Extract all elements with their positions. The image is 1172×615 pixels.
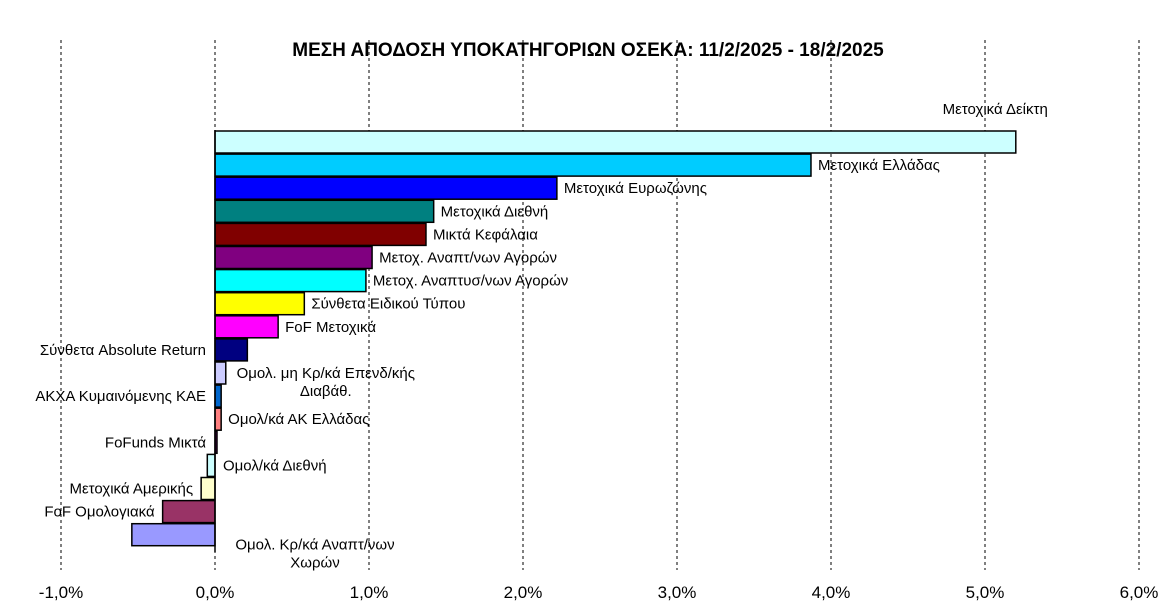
bar-label: Σύνθετα Absolute Return xyxy=(40,342,206,359)
bar xyxy=(214,384,222,408)
bar-label: Μικτά Κεφάλαια xyxy=(433,226,538,243)
bar-label-line: Σύνθετα Absolute Return xyxy=(40,342,206,359)
bar-label-line: Μετοχικά Ευρωζώνης xyxy=(564,180,707,197)
bar xyxy=(214,199,435,224)
bar-label: Μετοχικά Διεθνή xyxy=(441,203,549,220)
bar-label-line: Μετοχικά Δείκτη xyxy=(943,101,1048,118)
bar-label-line: Διαβάθ. xyxy=(300,383,352,400)
bar-label: Ομολ. Κρ/κά Αναπτ/νων Χωρών xyxy=(235,537,394,572)
bar xyxy=(214,130,1017,154)
x-tick-label: 1,0% xyxy=(350,583,389,602)
bar-label-line: Ομολ/κά Διεθνή xyxy=(223,457,327,474)
bar-label-line: Μετοχ. Αναπτ/νων Αγορών xyxy=(379,250,557,267)
bar-label: Σύνθετα Ειδικού Τύπου xyxy=(311,296,465,313)
bar-label: Μετοχ. Αναπτ/νων Αγορών xyxy=(379,250,557,267)
bar-label-line: Ομολ/κά ΑΚ Ελλάδας xyxy=(228,411,369,428)
bar-label-line: Μετοχικά Ελλάδας xyxy=(818,157,940,174)
bar-labels: Μετοχικά Δείκτη Μετοχικά Ελλάδας Μετοχικά … xyxy=(35,101,1047,572)
bar-label-line: Ομολ. μη Κρ/κά Επενδ/κής xyxy=(237,365,415,382)
bar-label-line: Ομολ. Κρ/κά Αναπτ/νων xyxy=(235,537,394,554)
bar-label-line: FoF Μετοχικά xyxy=(285,319,376,336)
bar-label: Μετοχικά Ελλάδας xyxy=(818,157,940,174)
bar-label: FoFunds Μικτά xyxy=(105,434,206,451)
bar-label-line: FoFunds Μικτά xyxy=(105,434,206,451)
bar xyxy=(214,315,279,339)
bar-label: Μετοχ. Αναπτυσ/νων Αγορών xyxy=(373,273,568,290)
bar-label: Ομολ/κά Διεθνή xyxy=(223,457,327,474)
bar xyxy=(131,522,216,547)
bar-label: FoF Ομολογιακά xyxy=(44,504,155,521)
bar-label: FoF Μετοχικά xyxy=(285,319,376,336)
bar-label-line: Χωρών xyxy=(290,555,339,572)
bar-label-line: Μετοχ. Αναπτυσ/νων Αγορών xyxy=(373,273,568,290)
bar-label: Μετοχικά Δείκτη xyxy=(943,101,1048,118)
x-tick-label: 6,0% xyxy=(1120,583,1159,602)
x-tick-label: -1,0% xyxy=(39,583,83,602)
bar xyxy=(161,499,216,524)
bar-label: Ομολ. μη Κρ/κά Επενδ/κής Διαβάθ. xyxy=(237,365,415,400)
x-tick-label: 2,0% xyxy=(504,583,543,602)
bar xyxy=(200,476,216,501)
x-tick-label: 4,0% xyxy=(812,583,851,602)
bar-label-line: Μετοχικά Αμερικής xyxy=(69,481,193,498)
bar-label: ΑΚΧΑ Κυμαινόμενης ΚΑΕ xyxy=(35,388,206,405)
x-tick-label: 3,0% xyxy=(658,583,697,602)
bar-label: Μετοχικά Αμερικής xyxy=(69,481,193,498)
bar xyxy=(206,453,216,478)
bar-label-line: ΑΚΧΑ Κυμαινόμενης ΚΑΕ xyxy=(35,388,206,405)
bar xyxy=(214,176,558,200)
bar xyxy=(214,153,812,177)
bars xyxy=(131,130,1017,547)
bar xyxy=(214,291,306,316)
bar-label-line: Μετοχικά Διεθνή xyxy=(441,203,549,220)
bar-label: Μετοχικά Ευρωζώνης xyxy=(564,180,707,197)
bar-label-line: Μικτά Κεφάλαια xyxy=(433,226,538,243)
bar xyxy=(214,245,373,270)
bar-label-line: FoF Ομολογιακά xyxy=(44,504,155,521)
chart-title: ΜΕΣΗ ΑΠΟΔΟΣΗ ΥΠΟΚΑΤΗΓΟΡΙΩΝ ΟΣΕΚΑ: 11/2/2… xyxy=(292,40,884,61)
bar xyxy=(214,361,227,385)
bar-label: Ομολ/κά ΑΚ Ελλάδας xyxy=(228,411,369,428)
bar xyxy=(214,338,249,362)
x-tick-label: 5,0% xyxy=(966,583,1005,602)
bar-label-line: Σύνθετα Ειδικού Τύπου xyxy=(311,296,465,313)
x-tick-labels: -1,0% 0,0% 1,0% 2,0% 3,0% 4,0% 5,0% 6,0% xyxy=(39,583,1159,602)
bar xyxy=(214,222,427,247)
bar xyxy=(214,407,222,431)
x-tick-label: 0,0% xyxy=(196,583,235,602)
bar xyxy=(214,268,367,293)
